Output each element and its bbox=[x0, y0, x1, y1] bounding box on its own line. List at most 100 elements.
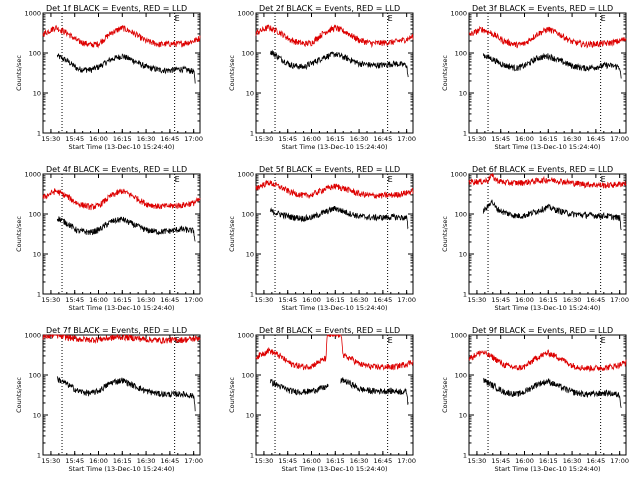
x-tick-label: 16:15 bbox=[326, 457, 345, 465]
y-tick-label: 1 bbox=[463, 130, 467, 138]
x-tick-label: 17:00 bbox=[184, 296, 203, 304]
y-tick-label: 1 bbox=[250, 452, 254, 460]
series-lld-line bbox=[255, 24, 414, 49]
x-tick-label: 16:00 bbox=[302, 135, 321, 143]
panel-title: Det 7f BLACK = Events, RED = LLD bbox=[46, 326, 187, 335]
x-tick-label: 16:15 bbox=[326, 135, 345, 143]
x-tick-label: 16:45 bbox=[161, 296, 180, 304]
x-tick-label: 16:30 bbox=[137, 457, 156, 465]
axes-frame bbox=[255, 173, 414, 295]
series-events-line bbox=[56, 376, 196, 412]
x-tick-label: 17:00 bbox=[184, 457, 203, 465]
y-axis-label: Counts/sec bbox=[441, 55, 449, 91]
y-tick-label: 1000 bbox=[450, 10, 467, 18]
panel-title: Det 3f BLACK = Events, RED = LLD bbox=[472, 4, 613, 13]
panel-title: Det 9f BLACK = Events, RED = LLD bbox=[472, 326, 613, 335]
y-tick-label: 1 bbox=[37, 452, 41, 460]
panel-title: Det 4f BLACK = Events, RED = LLD bbox=[46, 165, 187, 174]
x-tick-label: 16:45 bbox=[587, 296, 606, 304]
y-tick-label: 1000 bbox=[237, 171, 254, 179]
x-tick-label: 16:15 bbox=[539, 457, 558, 465]
x-tick-label: 15:45 bbox=[278, 296, 297, 304]
marker-label: E bbox=[601, 336, 606, 345]
x-tick-label: 17:00 bbox=[610, 296, 629, 304]
y-tick-label: 10 bbox=[459, 251, 467, 259]
x-tick-label: 16:15 bbox=[539, 296, 558, 304]
x-tick-label: 16:45 bbox=[161, 457, 180, 465]
series-events-line bbox=[482, 199, 622, 231]
x-tick-label: 15:30 bbox=[255, 296, 274, 304]
y-tick-label: 1000 bbox=[237, 10, 254, 18]
y-axis-label: Counts/sec bbox=[441, 216, 449, 252]
marker-label: E bbox=[601, 14, 606, 23]
y-tick-label: 100 bbox=[242, 372, 254, 380]
series-lld-line bbox=[42, 333, 201, 345]
y-tick-label: 1000 bbox=[24, 10, 41, 18]
x-tick-label: 15:30 bbox=[42, 135, 61, 143]
series-events-line bbox=[482, 377, 622, 408]
y-tick-label: 100 bbox=[455, 50, 467, 58]
y-tick-label: 1 bbox=[37, 130, 41, 138]
x-tick-label: 15:45 bbox=[491, 296, 510, 304]
y-tick-label: 1 bbox=[250, 291, 254, 299]
x-tick-label: 16:15 bbox=[326, 296, 345, 304]
y-tick-label: 100 bbox=[29, 211, 41, 219]
x-axis-label: Start Time (13-Dec-10 15:24:40) bbox=[494, 143, 600, 151]
y-axis-label: Counts/sec bbox=[15, 55, 23, 91]
y-tick-label: 1000 bbox=[237, 332, 254, 340]
x-tick-label: 17:00 bbox=[610, 457, 629, 465]
marker-label: E bbox=[388, 175, 393, 184]
x-tick-label: 16:00 bbox=[515, 135, 534, 143]
x-tick-label: 16:00 bbox=[302, 457, 321, 465]
y-tick-label: 10 bbox=[246, 412, 254, 420]
y-tick-label: 10 bbox=[459, 412, 467, 420]
x-tick-label: 16:00 bbox=[302, 296, 321, 304]
y-tick-label: 1 bbox=[37, 291, 41, 299]
y-axis-label: Counts/sec bbox=[228, 216, 236, 252]
x-axis-label: Start Time (13-Dec-10 15:24:40) bbox=[68, 304, 174, 312]
series-lld-line bbox=[468, 172, 627, 189]
x-tick-label: 16:00 bbox=[89, 135, 108, 143]
y-axis-label: Counts/sec bbox=[15, 216, 23, 252]
x-tick-label: 16:30 bbox=[137, 135, 156, 143]
y-tick-label: 1000 bbox=[24, 332, 41, 340]
x-axis-label: Start Time (13-Dec-10 15:24:40) bbox=[68, 143, 174, 151]
x-tick-label: 16:15 bbox=[113, 296, 132, 304]
x-tick-label: 15:45 bbox=[65, 135, 84, 143]
x-tick-label: 15:30 bbox=[468, 135, 487, 143]
x-tick-label: 15:30 bbox=[42, 296, 61, 304]
x-tick-label: 15:30 bbox=[42, 457, 61, 465]
y-tick-label: 10 bbox=[33, 90, 41, 98]
y-axis-label: Counts/sec bbox=[441, 377, 449, 413]
x-tick-label: 15:30 bbox=[468, 457, 487, 465]
series-events-line bbox=[269, 49, 409, 78]
x-tick-label: 16:45 bbox=[161, 135, 180, 143]
series-events-line bbox=[269, 205, 409, 230]
y-tick-label: 1 bbox=[250, 130, 254, 138]
x-axis-label: Start Time (13-Dec-10 15:24:40) bbox=[68, 465, 174, 473]
x-tick-label: 15:45 bbox=[278, 135, 297, 143]
x-tick-label: 15:30 bbox=[255, 457, 274, 465]
y-tick-label: 1000 bbox=[450, 332, 467, 340]
axes-frame bbox=[42, 12, 201, 134]
axes-frame bbox=[468, 12, 627, 134]
series-events-line bbox=[269, 377, 409, 405]
y-tick-label: 100 bbox=[242, 211, 254, 219]
y-tick-label: 100 bbox=[29, 50, 41, 58]
x-tick-label: 16:00 bbox=[89, 457, 108, 465]
series-lld-line bbox=[255, 333, 414, 371]
axes-frame bbox=[468, 173, 627, 295]
marker-label: E bbox=[601, 175, 606, 184]
x-tick-label: 17:00 bbox=[397, 135, 416, 143]
series-events-line bbox=[482, 52, 622, 79]
panel-title: Det 5f BLACK = Events, RED = LLD bbox=[259, 165, 400, 174]
y-tick-label: 10 bbox=[33, 251, 41, 259]
axes-frame bbox=[255, 12, 414, 134]
x-tick-label: 15:45 bbox=[278, 457, 297, 465]
x-tick-label: 16:45 bbox=[374, 135, 393, 143]
